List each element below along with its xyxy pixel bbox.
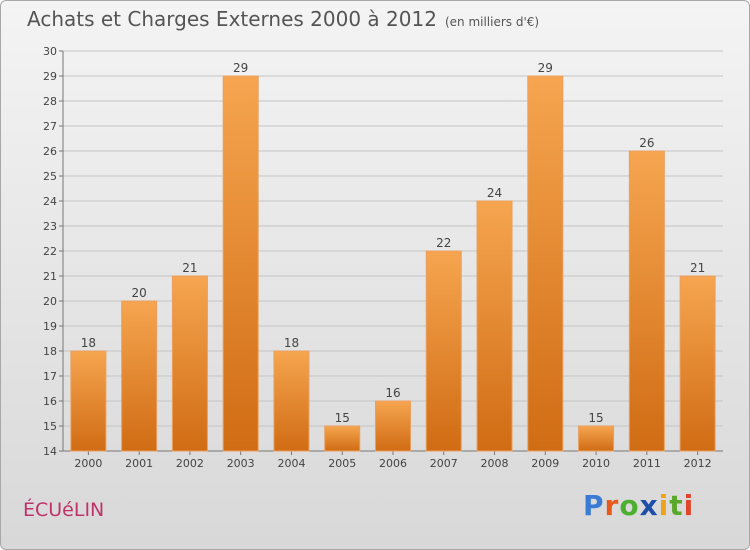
logo-letter: P (583, 489, 605, 522)
x-tick-label: 2011 (633, 457, 661, 470)
x-tick-label: 2004 (277, 457, 305, 470)
logo-letter: i (683, 489, 695, 522)
y-tick-label: 30 (43, 45, 57, 58)
bar-value-label: 21 (690, 261, 705, 275)
bars (70, 75, 716, 452)
y-tick-label: 17 (43, 370, 57, 383)
title-text: Achats et Charges Externes 2000 à 2012 (27, 7, 437, 31)
x-tick-label: 2009 (531, 457, 559, 470)
bar-2009 (527, 75, 564, 452)
bar-2004 (273, 350, 310, 452)
y-tick-label: 14 (43, 445, 57, 458)
bar-value-label: 26 (639, 136, 654, 150)
bar-value-label: 15 (588, 411, 603, 425)
x-tick-label: 2005 (328, 457, 356, 470)
y-tick-label: 25 (43, 170, 57, 183)
y-tick-label: 29 (43, 70, 57, 83)
bar-2011 (628, 150, 665, 452)
bar-2012 (679, 275, 716, 452)
y-tick-label: 26 (43, 145, 57, 158)
logo-letter: x (639, 489, 659, 522)
y-tick-label: 27 (43, 120, 57, 133)
y-tick-label: 16 (43, 395, 57, 408)
chart-subtitle: (en milliers d'€) (444, 15, 540, 29)
bar-value-label: 29 (538, 61, 553, 75)
logo-letter: r (604, 489, 620, 522)
y-tick-label: 28 (43, 95, 57, 108)
x-tick-label: 2007 (430, 457, 458, 470)
bar-2001 (121, 300, 158, 452)
bar-value-label: 18 (284, 336, 299, 350)
y-tick-label: 20 (43, 295, 57, 308)
y-tick-label: 24 (43, 195, 57, 208)
y-tick-label: 15 (43, 420, 57, 433)
logo-letter: i (658, 489, 670, 522)
bar-value-label: 15 (335, 411, 350, 425)
x-tick-label: 2002 (176, 457, 204, 470)
bar-value-label: 16 (385, 386, 400, 400)
bar-value-label: 20 (132, 286, 147, 300)
chart-title: Achats et Charges Externes 2000 à 2012 (e… (27, 7, 539, 31)
bar-2005 (324, 425, 361, 452)
y-tick-label: 22 (43, 245, 57, 258)
x-tick-label: 2003 (227, 457, 255, 470)
bar-2008 (476, 200, 513, 452)
bar-2007 (425, 250, 462, 452)
commune-name: ÉCUéLIN (23, 499, 105, 521)
x-tick-label: 2012 (684, 457, 712, 470)
x-tick-label: 2008 (481, 457, 509, 470)
bar-2002 (171, 275, 208, 452)
bar-value-label: 22 (436, 236, 451, 250)
bar-2010 (578, 425, 615, 452)
bar-value-label: 21 (182, 261, 197, 275)
x-tick-label: 2006 (379, 457, 407, 470)
logo-letter: t (669, 489, 684, 522)
bar-value-label: 24 (487, 186, 502, 200)
y-tick-label: 18 (43, 345, 57, 358)
x-tick-label: 2000 (74, 457, 102, 470)
y-tick-label: 23 (43, 220, 57, 233)
x-tick-label: 2010 (582, 457, 610, 470)
bar-2000 (70, 350, 107, 452)
y-tick-label: 19 (43, 320, 57, 333)
y-tick-label: 21 (43, 270, 57, 283)
bar-2003 (222, 75, 259, 452)
x-tick-label: 2001 (125, 457, 153, 470)
labels: 14 15 16 17 18 19 20 21 22 23 24 25 26 27 28 29 30 18 2000… (43, 45, 712, 470)
bar-2006 (375, 400, 411, 452)
proxiti-logo[interactable]: Proxiti (583, 489, 694, 522)
bar-value-label: 18 (81, 336, 96, 350)
logo-letter: o (619, 489, 640, 522)
bar-value-label: 29 (233, 61, 248, 75)
